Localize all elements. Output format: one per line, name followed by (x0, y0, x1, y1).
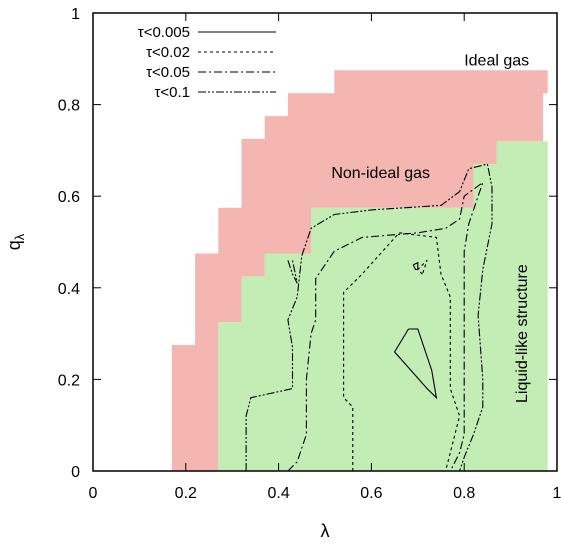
contours-layer (245, 163, 493, 472)
legend-entry-label: τ<0.02 (146, 44, 190, 61)
ticks-layer: 0 0.2 0.4 0.6 0.8 1 0 0.2 0.4 0.6 0.8 1 (58, 6, 561, 502)
region-label-non-ideal-gas: Non-ideal gas (331, 165, 430, 182)
legend-entry-label: τ<0.005 (138, 24, 190, 41)
x-tick-label: 0.4 (267, 485, 289, 502)
labels-layer: Ideal gas Non-ideal gas Liquid-like stru… (331, 53, 531, 403)
y-tick-label: 0 (71, 464, 80, 481)
legend-entry-label: τ<0.1 (154, 84, 190, 101)
y-tick-label: 1 (71, 6, 80, 23)
y-axis-label-base: q (4, 240, 24, 250)
contour-line-series-3-1 (287, 260, 298, 284)
x-axis-label: λ (321, 521, 330, 541)
x-tick-label: 0.2 (175, 485, 197, 502)
contour-line-series-1-0 (343, 232, 461, 472)
y-axis-label-subscript: λ (12, 233, 27, 240)
x-tick-label: 0.6 (360, 485, 382, 502)
x-tick-label: 1 (553, 485, 561, 502)
x-tick-label: 0 (89, 485, 98, 502)
contour-line-series-1-1 (417, 259, 428, 275)
contour-line-series-3-0 (245, 163, 493, 472)
contour-line-series-2-0 (287, 181, 484, 472)
x-tick-label: 0.8 (453, 485, 475, 502)
y-tick-label: 0.2 (58, 372, 80, 389)
regions-layer (171, 70, 548, 472)
liquid-like-region (218, 141, 548, 471)
contour-line-series-0-0 (393, 328, 438, 400)
y-tick-label: 0.6 (58, 189, 80, 206)
legend-entry-label: τ<0.05 (146, 64, 190, 81)
plot-frame (92, 12, 558, 472)
legend: τ<0.005 τ<0.02 τ<0.05 τ<0.1 (138, 24, 276, 101)
region-label-ideal-gas: Ideal gas (464, 53, 529, 70)
region-label-liquid-like-structure: Liquid-like structure (514, 264, 531, 403)
y-axis-label: qλ (4, 233, 27, 250)
y-tick-label: 0.8 (58, 98, 80, 115)
y-tick-label: 0.4 (58, 281, 80, 298)
non-ideal-gas-region (171, 70, 548, 472)
